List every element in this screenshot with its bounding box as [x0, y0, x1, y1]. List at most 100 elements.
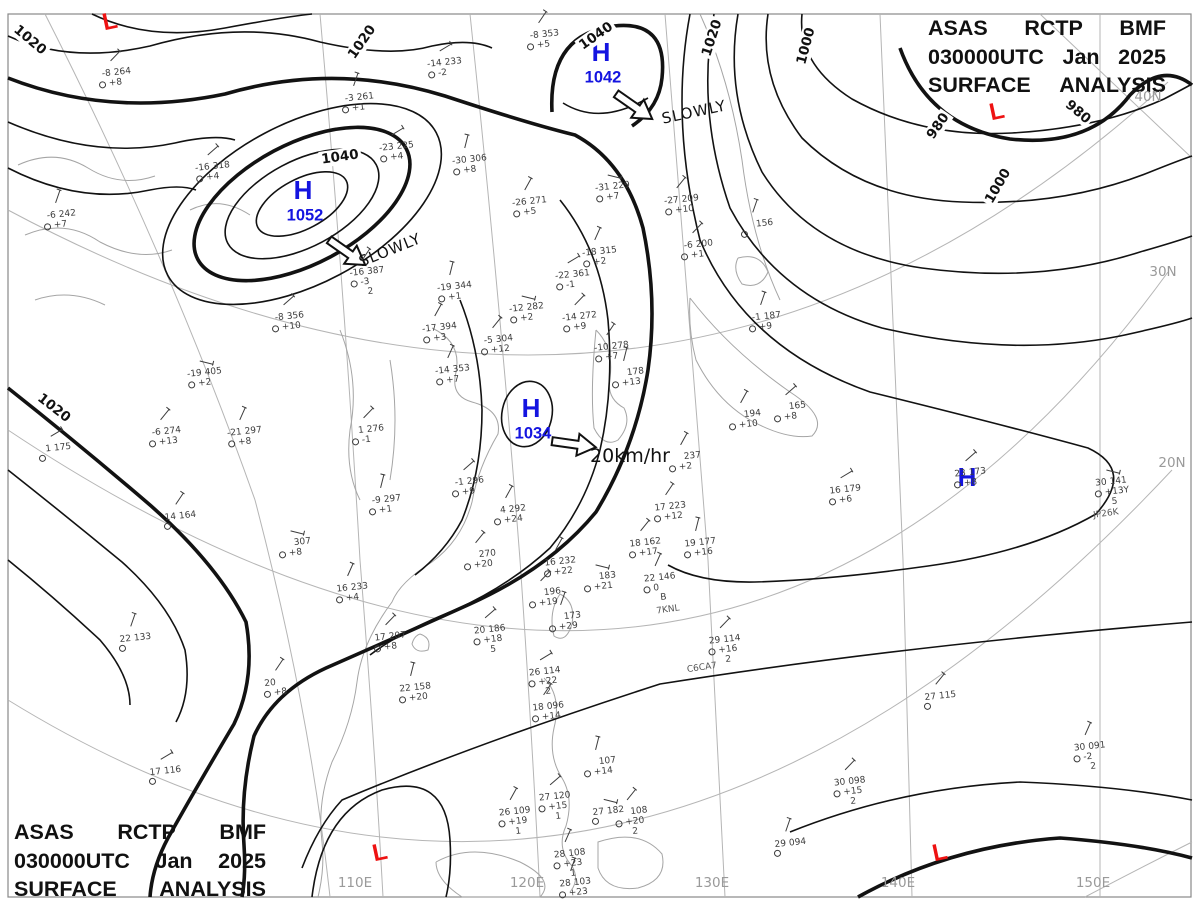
grid-label: 130E	[694, 875, 730, 891]
station-plot: 29 094	[773, 817, 808, 858]
station-circle-icon	[595, 194, 604, 203]
station-plot: -21 297 +8	[227, 406, 264, 449]
title-word: Jan	[155, 848, 193, 873]
station-circle-icon	[653, 514, 662, 523]
station-plot: 22 146 0 B	[642, 552, 678, 604]
station-plot: -1 296 +9	[450, 460, 485, 498]
station-circle-icon	[227, 439, 236, 448]
station-plot: -6 200 +1	[679, 222, 714, 261]
station-circle-icon	[615, 819, 623, 828]
station-circle-icon	[553, 861, 561, 870]
station-plot: -6 242 +7	[42, 189, 77, 231]
station-plot: 27 115	[923, 673, 958, 711]
station-circle-icon	[148, 439, 157, 448]
title-word: Jan	[1062, 44, 1100, 69]
station-circle-icon	[664, 207, 673, 216]
station-circle-icon	[528, 679, 536, 688]
station-circle-icon	[728, 422, 737, 431]
station-circle-icon	[498, 819, 506, 828]
station-plot: -1 187 +9	[747, 291, 782, 333]
station-circle-icon	[773, 414, 782, 423]
station-circle-icon	[452, 167, 461, 176]
grid-label: 40N	[1134, 89, 1162, 105]
title-word: 030000UTC	[928, 44, 1044, 69]
station-circle-icon	[435, 377, 444, 386]
station-circle-icon	[611, 380, 620, 389]
title-word: 030000UTC	[14, 848, 130, 873]
station-circle-icon	[341, 105, 350, 114]
station-plot: 22 158 +20	[397, 662, 432, 704]
title-word: RCTP	[1024, 16, 1083, 40]
station-plot: 30 091 -2 2	[1072, 721, 1108, 773]
station-plot: -14 353 +7	[435, 344, 472, 387]
station-plot: 4 292 +24	[492, 485, 527, 526]
station-circle-icon	[643, 585, 651, 594]
station-plot: 1 175	[38, 428, 73, 463]
station-circle-icon	[531, 714, 540, 723]
station-plot: -16 387 -3 2	[349, 248, 387, 298]
station-plot: 17 223 +12	[652, 482, 687, 523]
station-circle-icon	[398, 695, 407, 704]
station-circle-icon	[773, 849, 782, 858]
station-plot: -6 274 +13	[147, 408, 182, 448]
station-plot: 107 +14	[582, 736, 617, 778]
station-plot: -14 272 +9	[562, 294, 599, 334]
station-circle-icon	[748, 324, 757, 333]
station-plot: -26 271 +5	[512, 177, 549, 219]
station-circle-icon	[118, 644, 127, 653]
station-circle-icon	[278, 550, 287, 559]
station-plot: -18 315 +2	[582, 226, 619, 269]
station-plot: 17 116	[148, 751, 183, 786]
station-plot: 20 186 +18 5	[472, 608, 508, 656]
station-plot: 17 207 +8	[372, 614, 407, 653]
station-circle-icon	[594, 354, 603, 363]
station-plot: -8 353 +5	[525, 10, 560, 51]
station-circle-icon	[350, 279, 358, 288]
station-plot: 18 096 +14	[530, 682, 565, 723]
high-pressure-value: 1052	[286, 206, 324, 225]
high-pressure-value: 1042	[584, 68, 622, 87]
station-circle-icon	[555, 282, 564, 291]
grid-label: 140E	[880, 875, 916, 891]
station-plot: 20 +8	[262, 658, 288, 699]
title-line: ASAS RCTP BMF	[14, 820, 266, 845]
station-circle-icon	[538, 804, 546, 813]
station-plot: 28 108 +23 1	[552, 828, 588, 880]
station-plot: -17 394 +3	[422, 303, 459, 345]
title-word: BMF	[1119, 16, 1166, 40]
title-word: ANALYSIS	[1059, 73, 1166, 97]
station-plot: 156	[740, 198, 775, 239]
station-circle-icon	[351, 437, 360, 446]
station-plot: 18 162 +17	[627, 519, 662, 559]
station-plot: 28 103 +23	[557, 857, 592, 899]
motion-annotation: 20km/hr	[590, 445, 670, 467]
station-circle-icon	[437, 294, 446, 303]
grid-label: 120E	[509, 875, 545, 891]
station-circle-icon	[493, 517, 502, 526]
station-circle-icon	[548, 624, 557, 633]
title-word: ASAS	[14, 820, 74, 844]
station-circle-icon	[683, 550, 692, 559]
grid-label: 30N	[1149, 264, 1177, 280]
station-circle-icon	[368, 507, 377, 516]
station-plot: 22 133	[118, 612, 153, 653]
high-pressure-symbol: H	[521, 393, 541, 423]
grid-label: 150E	[1075, 875, 1111, 891]
station-circle-icon	[528, 600, 537, 609]
station-circle-icon	[43, 222, 52, 231]
station-plot: 30 141 +13Y 5	[1093, 469, 1130, 508]
station-plot: 30 098 +15 2	[832, 759, 868, 808]
station-circle-icon	[187, 380, 196, 389]
title-block-top-right: ASAS RCTP BMF 030000UTC Jan 2025 SURFACE ANAL…	[928, 16, 1166, 102]
title-word: ASAS	[928, 16, 988, 40]
station-circle-icon	[583, 769, 592, 778]
station-plot: 19 177 +16	[682, 517, 717, 559]
station-plot: 178 +13	[610, 347, 645, 389]
title-word: SURFACE	[928, 73, 1031, 97]
station-circle-icon	[833, 789, 841, 798]
station-plot: 307 +8	[277, 530, 312, 559]
high-pressure-symbol: H	[957, 462, 977, 492]
station-plot: -31 229 +7	[595, 174, 632, 204]
station-plot: 16 233 +4	[334, 562, 369, 604]
station-circle-icon	[1094, 489, 1103, 498]
